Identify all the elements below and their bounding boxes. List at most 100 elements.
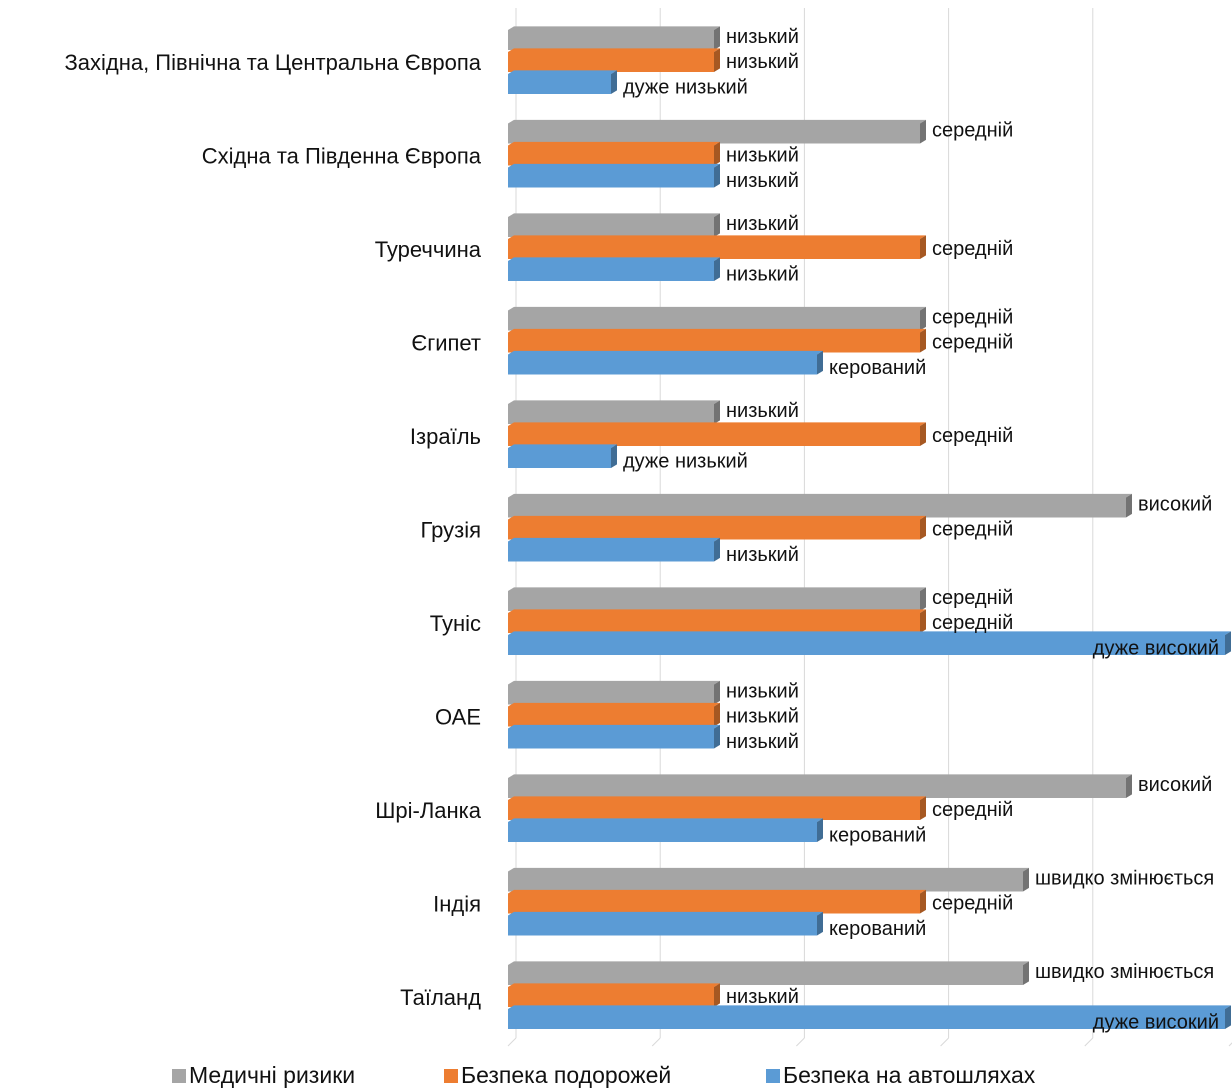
category-labels: Західна, Північна та Центральна Європа Сх… bbox=[64, 50, 481, 1010]
bar-end bbox=[714, 257, 720, 281]
value-label: низький bbox=[726, 213, 799, 235]
category-label: Східна та Південна Європа bbox=[202, 144, 482, 169]
value-label: швидко змінюється bbox=[1035, 961, 1214, 983]
value-label: середній bbox=[932, 332, 1013, 354]
legend-label: Безпека на автошляхах bbox=[783, 1062, 1036, 1088]
legend: Медичні ризики Безпека подорожей Безпека н… bbox=[172, 1062, 1036, 1088]
bars bbox=[508, 26, 1231, 1029]
bar bbox=[508, 591, 920, 611]
bar-end bbox=[920, 328, 926, 353]
bar-end bbox=[1023, 961, 1029, 985]
bar-top bbox=[508, 774, 1132, 778]
bar-end bbox=[817, 350, 823, 375]
bar-top bbox=[508, 400, 720, 404]
bar bbox=[508, 706, 714, 727]
value-label: швидко змінюється bbox=[1035, 868, 1214, 890]
bar-top bbox=[508, 724, 720, 729]
value-label: керований bbox=[829, 824, 926, 846]
bar bbox=[508, 261, 714, 281]
bar-top bbox=[508, 213, 720, 217]
category-label: Єгипет bbox=[411, 331, 481, 356]
bar bbox=[508, 915, 817, 936]
bar bbox=[508, 426, 920, 446]
category-label: Туніс bbox=[430, 611, 481, 636]
bar bbox=[508, 778, 1126, 798]
bar-end bbox=[920, 422, 926, 446]
value-label: дуже високий bbox=[1093, 1011, 1219, 1033]
bar-top bbox=[508, 983, 720, 987]
value-label: середній bbox=[932, 307, 1013, 329]
value-label: середній bbox=[932, 238, 1013, 260]
value-label: середній bbox=[932, 612, 1013, 634]
bar-top bbox=[508, 631, 1231, 635]
gridline-foot bbox=[796, 1037, 805, 1047]
value-labels: низький низький дуже низький середній низьки… bbox=[623, 26, 1219, 1033]
value-label: дуже низький bbox=[623, 450, 748, 472]
bar bbox=[508, 167, 714, 188]
bar-top bbox=[508, 911, 823, 916]
bar-end bbox=[1225, 631, 1231, 655]
bar-end bbox=[920, 515, 926, 540]
bar-end bbox=[1225, 1005, 1231, 1029]
bar bbox=[508, 893, 920, 914]
bar-end bbox=[611, 70, 617, 94]
bar-end bbox=[817, 911, 823, 936]
bar bbox=[508, 519, 920, 540]
bar-top bbox=[508, 796, 926, 800]
value-label: низький bbox=[726, 263, 799, 285]
bar-top bbox=[508, 609, 926, 613]
legend-swatch bbox=[444, 1069, 458, 1083]
value-label: керований bbox=[829, 918, 926, 940]
bar-end bbox=[714, 983, 720, 1007]
legend-label: Медичні ризики bbox=[189, 1062, 355, 1088]
bar-top bbox=[508, 70, 617, 74]
bar bbox=[508, 1009, 1225, 1029]
bar-top bbox=[508, 680, 720, 685]
bar bbox=[508, 613, 920, 633]
bar bbox=[508, 310, 920, 331]
category-label: Шрі-Ланка bbox=[375, 798, 482, 823]
bar-top bbox=[508, 328, 926, 333]
bar-end bbox=[920, 609, 926, 633]
category-label: Туреччина bbox=[375, 237, 482, 262]
bar bbox=[508, 822, 817, 842]
category-label: Західна, Північна та Центральна Європа bbox=[64, 50, 481, 75]
value-label: середній bbox=[932, 893, 1013, 915]
bar-top bbox=[508, 889, 926, 894]
bar bbox=[508, 684, 714, 705]
gridline-foot bbox=[507, 1037, 517, 1047]
bar-top bbox=[508, 350, 823, 355]
bar-top bbox=[508, 141, 720, 146]
category-label: ОАЕ bbox=[435, 705, 481, 730]
bar bbox=[508, 30, 714, 50]
value-label: високий bbox=[1138, 494, 1212, 516]
bar bbox=[508, 497, 1126, 518]
category-label: Ізраїль bbox=[410, 424, 481, 449]
bar bbox=[508, 871, 1023, 892]
legend-swatch bbox=[172, 1069, 186, 1083]
bar-top bbox=[508, 48, 720, 52]
value-label: середній bbox=[932, 120, 1013, 142]
bar bbox=[508, 74, 611, 94]
bar bbox=[508, 635, 1225, 655]
value-label: високий bbox=[1138, 774, 1212, 796]
bar bbox=[508, 448, 611, 468]
bar-end bbox=[1023, 867, 1029, 892]
value-label: дуже високий bbox=[1093, 637, 1219, 659]
bar-end bbox=[714, 680, 720, 705]
value-label: низький bbox=[726, 170, 799, 192]
value-label: низький bbox=[726, 681, 799, 703]
bar-top bbox=[508, 235, 926, 239]
bar bbox=[508, 354, 817, 375]
bar bbox=[508, 332, 920, 353]
value-label: низький bbox=[726, 145, 799, 167]
bar-top bbox=[508, 163, 720, 168]
bar bbox=[508, 728, 714, 749]
value-label: низький bbox=[726, 544, 799, 566]
bar-end bbox=[920, 235, 926, 259]
bar-end bbox=[817, 818, 823, 842]
bar-end bbox=[1126, 493, 1132, 518]
bar-top bbox=[508, 702, 720, 707]
bar-top bbox=[508, 444, 617, 448]
